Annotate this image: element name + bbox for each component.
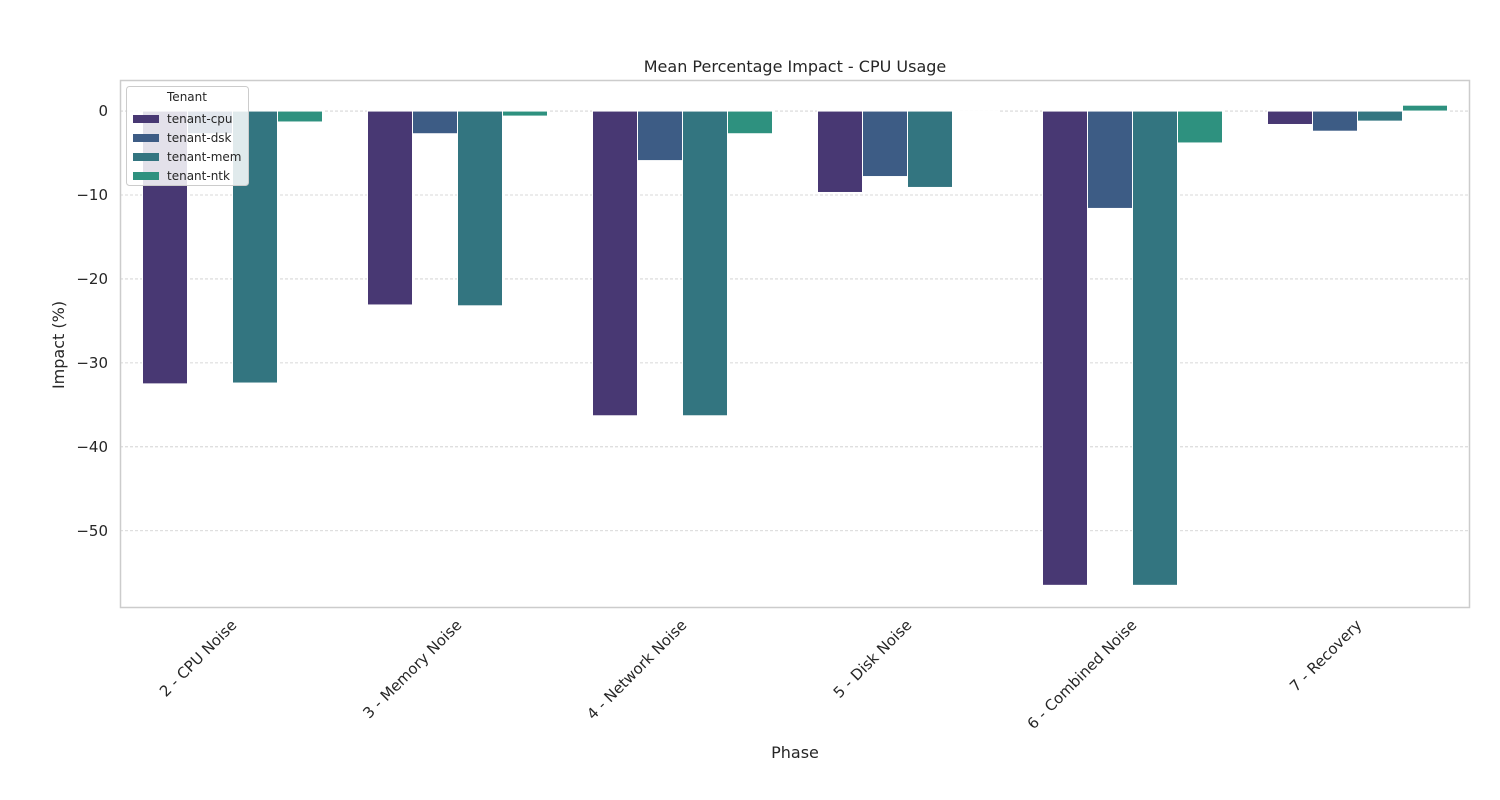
bar-tenant-ntk-5 — [1177, 110, 1223, 144]
bar-tenant-cpu-4 — [817, 110, 863, 193]
legend-title: Tenant — [166, 90, 207, 104]
bar-tenant-dsk-5 — [1087, 110, 1133, 209]
bar-tenant-cpu-5 — [1042, 110, 1088, 586]
bar-tenant-mem-4 — [907, 110, 953, 188]
y-tick-labels: 0 −10 −20 −30 −40 −50 — [76, 102, 108, 540]
chart-title: Mean Percentage Impact - CPU Usage — [644, 57, 947, 76]
x-axis-label: Phase — [771, 743, 819, 762]
legend-label: tenant-mem — [167, 150, 241, 164]
legend-label: tenant-cpu — [167, 112, 233, 126]
x-tick-label: 2 - CPU Noise — [156, 616, 240, 700]
bar-tenant-ntk-3 — [727, 110, 773, 135]
legend-label: tenant-ntk — [167, 169, 230, 183]
legend: Tenant tenant-cpu tenant-dsk tenant-mem ten… — [126, 86, 249, 186]
bars — [142, 104, 1448, 586]
legend-swatch — [133, 134, 159, 142]
bar-tenant-dsk-2 — [412, 110, 458, 135]
y-tick-label: −10 — [76, 186, 108, 204]
bar-tenant-mem-3 — [682, 110, 728, 417]
bar-tenant-mem-5 — [1132, 110, 1178, 586]
bar-tenant-mem-2 — [457, 110, 503, 307]
plot-frame — [119, 79, 1471, 609]
legend-label: tenant-dsk — [167, 131, 232, 145]
x-tick-label: 6 - Combined Noise — [1024, 616, 1141, 733]
bar-tenant-ntk-1 — [277, 110, 323, 123]
bar-tenant-mem-6 — [1357, 110, 1403, 122]
legend-swatch — [133, 153, 159, 161]
x-tick-label: 5 - Disk Noise — [830, 616, 916, 702]
legend-swatch — [133, 115, 159, 123]
y-tick-label: −30 — [76, 354, 108, 372]
y-tick-label: −40 — [76, 438, 108, 456]
legend-swatch — [133, 172, 159, 180]
y-tick-label: −50 — [76, 522, 108, 540]
bar-tenant-ntk-6 — [1402, 104, 1448, 112]
bar-tenant-cpu-6 — [1267, 110, 1313, 125]
bar-tenant-cpu-3 — [592, 110, 638, 417]
grid-lines — [120, 110, 1470, 532]
bar-tenant-dsk-6 — [1312, 110, 1358, 132]
x-tick-label: 4 - Network Noise — [583, 616, 690, 723]
bar-tenant-cpu-2 — [367, 110, 413, 306]
x-tick-labels: 2 - CPU Noise 3 - Memory Noise 4 - Network… — [156, 616, 1365, 733]
y-axis-label: Impact (%) — [49, 301, 68, 389]
bar-tenant-dsk-3 — [637, 110, 683, 162]
x-tick-label: 7 - Recovery — [1286, 616, 1365, 695]
bar-tenant-ntk-2 — [502, 110, 548, 117]
bar-tenant-dsk-4 — [862, 110, 908, 178]
y-tick-label: 0 — [98, 102, 108, 120]
y-tick-label: −20 — [76, 270, 108, 288]
x-tick-label: 3 - Memory Noise — [359, 616, 465, 722]
